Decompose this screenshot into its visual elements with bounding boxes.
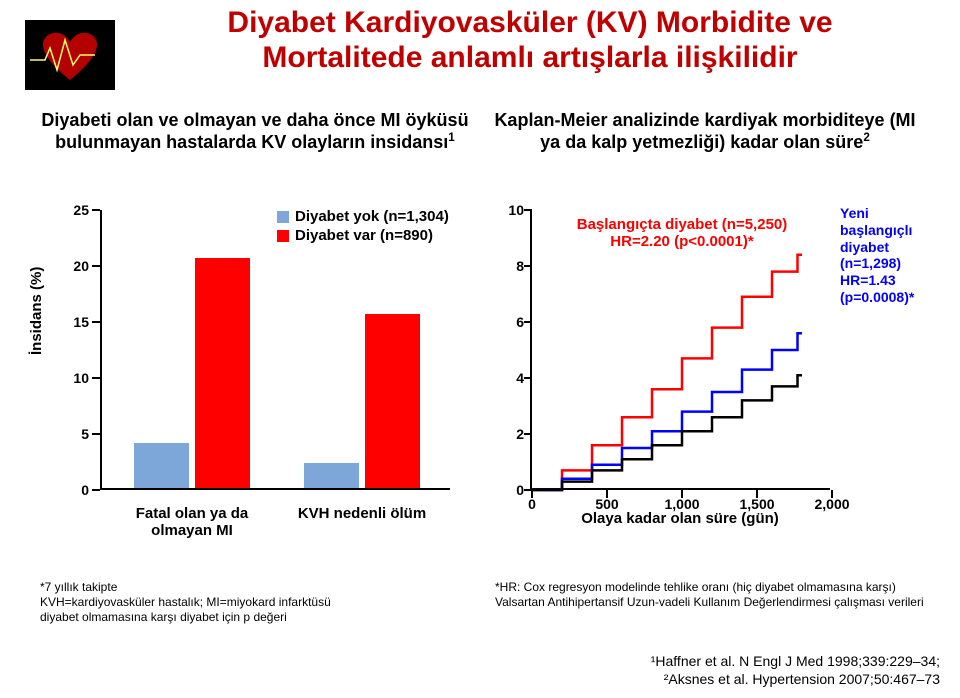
title-line-1: Diyabet Kardiyovasküler (KV) Morbidite v… <box>160 6 900 41</box>
bar-ytick <box>92 265 100 267</box>
bar <box>134 443 189 488</box>
bar-xcat: KVH nedenli ölüm <box>282 505 442 522</box>
bar-plot-area: Diyabet yok (n=1,304) Diyabet var (n=890)… <box>100 210 450 490</box>
km-series-baseline-diabetes <box>532 255 802 490</box>
title-line-2: Mortalitede anlamlı artışlarla ilişkilid… <box>160 41 900 76</box>
legend-label: Diyabet var (n=890) <box>295 227 433 244</box>
km-chart: Başlangıçta diyabet (n=5,250)HR=2.20 (p<… <box>490 200 940 550</box>
km-ytick-label: 8 <box>502 258 524 274</box>
ref-1: ¹Haffner et al. N Engl J Med 1998;339:22… <box>651 652 940 670</box>
bar-ytick-label: 10 <box>67 370 89 386</box>
km-series-no-diabetes <box>532 375 802 490</box>
bar <box>365 314 420 488</box>
km-ytick <box>524 377 532 379</box>
km-xlabel: Olaya kadar olan süre (gün) <box>530 510 830 527</box>
bar-ytick-label: 15 <box>67 314 89 330</box>
heart-icon <box>25 20 115 90</box>
subtitle-left: Diyabeti olan ve olmayan ve daha önce MI… <box>40 110 470 153</box>
legend-swatch <box>277 211 289 223</box>
km-ytick-label: 10 <box>502 202 524 218</box>
bar-ytick-label: 25 <box>67 202 89 218</box>
bar-ylabel: İnsidans (%) <box>28 267 45 355</box>
bar <box>304 463 359 488</box>
km-ytick <box>524 265 532 267</box>
bar-xcat: Fatal olan ya da olmayan MI <box>112 505 272 540</box>
bar-legend: Diyabet yok (n=1,304) Diyabet var (n=890) <box>277 208 449 246</box>
legend-row: Diyabet yok (n=1,304) <box>277 208 449 225</box>
references: ¹Haffner et al. N Engl J Med 1998;339:22… <box>651 652 940 688</box>
legend-label: Diyabet yok (n=1,304) <box>295 208 449 225</box>
bar-ytick <box>92 321 100 323</box>
km-ytick <box>524 321 532 323</box>
km-ytick-label: 4 <box>502 370 524 386</box>
ref-2: ²Aksnes et al. Hypertension 2007;50:467–… <box>651 670 940 688</box>
bar-ytick-label: 0 <box>67 482 89 498</box>
bar-ytick <box>92 433 100 435</box>
slide-title: Diyabet Kardiyovasküler (KV) Morbidite v… <box>160 6 900 75</box>
km-plot-area: Başlangıçta diyabet (n=5,250)HR=2.20 (p<… <box>530 210 830 490</box>
bar-ytick-label: 20 <box>67 258 89 274</box>
km-ytick-label: 0 <box>502 482 524 498</box>
km-ytick <box>524 209 532 211</box>
bar-ytick <box>92 489 100 491</box>
bar-ytick-label: 5 <box>67 426 89 442</box>
bar-chart: İnsidans (%) Diyabet yok (n=1,304)Diyabe… <box>40 200 470 550</box>
footnote-left: *7 yıllık takipteKVH=kardiyovasküler has… <box>40 580 460 625</box>
bar-ytick <box>92 209 100 211</box>
bar <box>195 258 250 488</box>
km-ytick-label: 6 <box>502 314 524 330</box>
subtitles-row: Diyabeti olan ve olmayan ve daha önce MI… <box>40 110 920 153</box>
footnote-right: *HR: Cox regresyon modelinde tehlike ora… <box>495 580 940 610</box>
legend-swatch <box>277 230 289 242</box>
km-annotation: Başlangıçta diyabet (n=5,250)HR=2.20 (p<… <box>567 216 797 251</box>
km-series-new-onset-diabetes <box>532 333 802 490</box>
bar-ytick <box>92 377 100 379</box>
km-ytick-label: 2 <box>502 426 524 442</box>
subtitle-right: Kaplan-Meier analizinde kardiyak morbidi… <box>490 110 920 153</box>
km-side-label: Yeni başlangıçlı diyabet (n=1,298) HR=1.… <box>840 205 935 306</box>
km-ytick <box>524 433 532 435</box>
legend-row: Diyabet var (n=890) <box>277 227 449 244</box>
